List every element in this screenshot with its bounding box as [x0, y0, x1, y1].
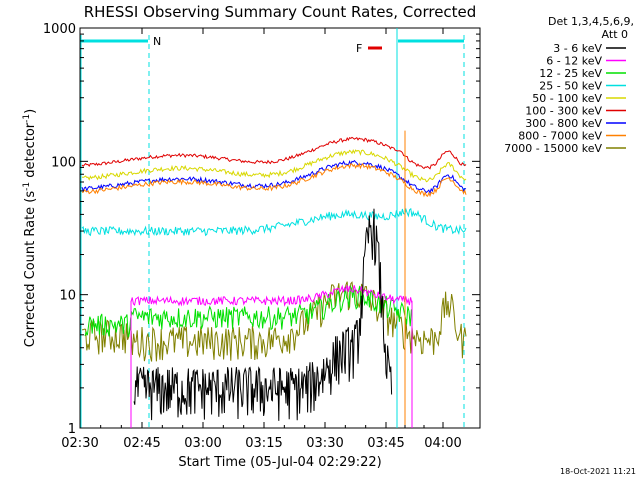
y-tick-label: 1: [68, 422, 76, 437]
series-layer: [81, 130, 467, 428]
timestamp: 18-Oct-2021 11:21: [560, 467, 636, 476]
x-axis: 02:30 02:45 03:00 03:15 03:30 03:45 04:00: [61, 28, 462, 451]
x-tick-label: 03:15: [245, 436, 282, 451]
series-line: [81, 149, 467, 183]
plot-frame: [79, 27, 481, 429]
series-line: [133, 208, 393, 421]
x-tick-label: 02:45: [123, 436, 160, 451]
plot-area: NF: [79, 27, 481, 429]
legend-label: 3 - 6 keV: [553, 42, 602, 55]
annotation-night: N: [153, 35, 161, 48]
y-tick-label: 100: [51, 155, 76, 170]
time-bands: [80, 28, 465, 428]
y-tick-label: 1000: [43, 22, 76, 37]
chart-title: RHESSI Observing Summary Count Rates, Co…: [84, 3, 477, 21]
series-line: [81, 207, 467, 237]
annotations: NF: [153, 35, 382, 55]
legend-label: 300 - 800 keV: [525, 117, 602, 130]
legend-label: 7000 - 15000 keV: [504, 142, 602, 155]
legend-header-2: Att 0: [602, 28, 628, 41]
y-axis: 1 10 100 1000: [43, 22, 480, 437]
legend-label: 800 - 7000 keV: [518, 130, 602, 143]
legend-label: 100 - 300 keV: [525, 105, 602, 118]
series-line: [81, 136, 467, 170]
series-line: [82, 162, 467, 198]
legend-label: 50 - 100 keV: [532, 92, 602, 105]
legend-header-1: Det 1,3,4,5,6,9,: [548, 15, 634, 28]
legend-label: 25 - 50 keV: [539, 80, 602, 93]
legend-label: 12 - 25 keV: [539, 67, 602, 80]
x-axis-label: Start Time (05-Jul-04 02:29:22): [178, 455, 381, 470]
x-tick-label: 03:00: [184, 436, 221, 451]
annotation-flare: F: [356, 42, 362, 55]
series-line: [130, 284, 413, 307]
x-tick-label: 03:30: [306, 436, 343, 451]
series-line: [84, 284, 412, 338]
y-tick-label: 10: [59, 289, 76, 304]
x-tick-label: 03:45: [367, 436, 404, 451]
x-tick-label: 04:00: [424, 436, 461, 451]
x-tick-label: 02:30: [61, 436, 98, 451]
y-axis-label: Corrected Count Rate (s-1 detector-1): [22, 109, 38, 347]
series-line: [81, 281, 467, 362]
legend-label: 6 - 12 keV: [546, 55, 602, 68]
